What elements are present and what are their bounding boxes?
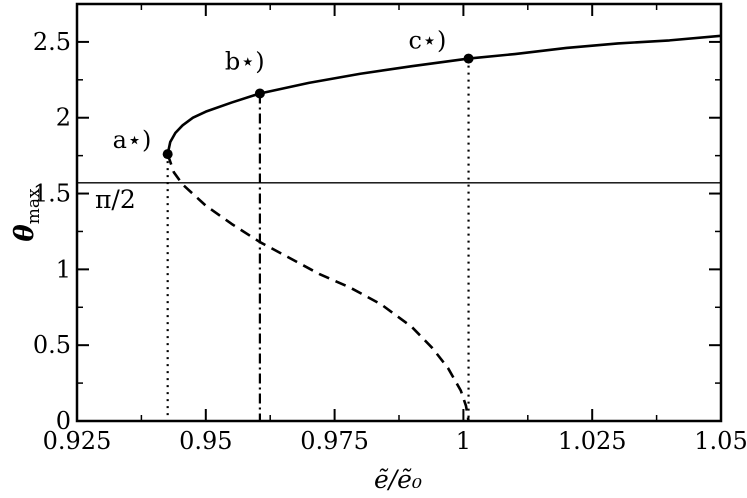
marker-point-0 — [162, 149, 173, 160]
y-tick-label-5: 2.5 — [33, 28, 71, 56]
y-tick-label-3: 1.5 — [33, 180, 71, 208]
reference-line-label: π/2 — [95, 185, 136, 214]
x-tick-label-3: 1 — [456, 427, 471, 455]
x-tick-label-0: 0.925 — [43, 427, 112, 455]
marker-label-2: c⋆) — [409, 27, 447, 55]
y-axis-label: θmax — [10, 188, 44, 242]
y-axis-label-main: θ — [10, 224, 40, 242]
x-tick-label-1: 0.95 — [179, 427, 232, 455]
plot-clipped-group — [77, 34, 721, 421]
series-line-solid — [166, 34, 721, 155]
y-tick-label-4: 2 — [56, 104, 71, 132]
axes: 0.925 0.95 0.975 1 1.025 1.05 0 0.5 1 1.5 2 2.5 — [33, 2, 747, 455]
axis-labels: ẽ/ẽ₀ θmax — [10, 188, 422, 494]
y-tick-label-1: 0.5 — [33, 331, 71, 359]
marker-point-1 — [254, 88, 265, 99]
y-tick-label-2: 1 — [56, 255, 71, 283]
marker-label-0: a⋆) — [113, 126, 152, 154]
x-tick-label-5: 1.05 — [694, 427, 747, 455]
marker-label-1: b⋆) — [225, 47, 265, 75]
y-tick-label-0: 0 — [56, 407, 71, 435]
plot-frame — [75, 2, 723, 423]
plot-area: a⋆) b⋆) c⋆) π/2 — [77, 27, 721, 421]
x-tick-label-2: 0.975 — [300, 427, 369, 455]
series-line-dashed — [166, 153, 470, 421]
y-axis-label-sub: max — [24, 188, 44, 224]
x-axis-label: ẽ/ẽ₀ — [374, 465, 422, 494]
x-tick-label-4: 1.025 — [558, 427, 627, 455]
marker-point-2 — [463, 53, 474, 64]
